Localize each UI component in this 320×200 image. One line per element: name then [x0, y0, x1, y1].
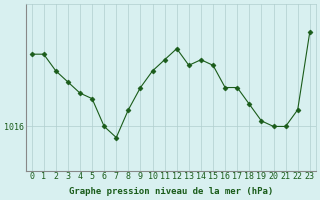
X-axis label: Graphe pression niveau de la mer (hPa): Graphe pression niveau de la mer (hPa) [68, 187, 273, 196]
